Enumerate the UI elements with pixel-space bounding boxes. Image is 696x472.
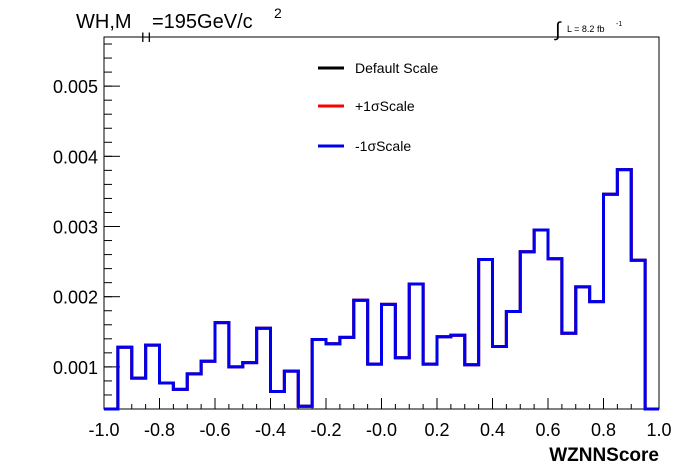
- legend-label: Default Scale: [355, 60, 438, 76]
- x-tick-label: 0.4: [480, 420, 505, 440]
- x-tick-label: 1.0: [646, 420, 671, 440]
- x-tick-label: 0.2: [424, 420, 449, 440]
- x-tick-label: -0.8: [144, 420, 175, 440]
- x-tick-label: -0.2: [310, 420, 341, 440]
- x-axis: -1.0 -0.8 -0.6 -0.4 -0.2 -0.0 0.2 0.4 0.6 0.8 1.0: [88, 398, 672, 440]
- legend-label: -1σScale: [355, 138, 411, 154]
- lumi-text: L = 8.2 fb: [567, 24, 604, 34]
- y-tick-label: 0.002: [53, 288, 98, 308]
- x-tick-label: -0.6: [199, 420, 230, 440]
- chart-title: WH,M H =195GeV/c 2: [76, 5, 282, 45]
- x-tick-label: -1.0: [88, 420, 119, 440]
- y-tick-label: 0.005: [53, 77, 98, 97]
- series-line-2: [104, 168, 659, 411]
- y-axis: 0.001 0.002 0.003 0.004 0.005: [53, 43, 120, 410]
- x-axis-label: WZNNScore: [549, 445, 659, 466]
- luminosity-label: ∫ L = 8.2 fb -1: [554, 19, 622, 41]
- x-tick-label: -0.4: [255, 420, 286, 440]
- series-layer: [104, 168, 659, 411]
- x-tick-label: -0.0: [366, 420, 397, 440]
- y-tick-label: 0.003: [53, 218, 98, 238]
- title-rest: =195GeV/c: [152, 11, 253, 33]
- y-tick-label: 0.001: [53, 358, 98, 378]
- x-tick-label: 0.6: [535, 420, 560, 440]
- lumi-superscript: -1: [616, 21, 622, 28]
- title-main: WH,M: [76, 11, 132, 33]
- legend-label: +1σScale: [355, 98, 415, 114]
- x-tick-label: 0.8: [591, 420, 616, 440]
- legend: Default Scale +1σScale -1σScale: [318, 60, 438, 154]
- y-tick-label: 0.004: [53, 147, 98, 167]
- integral-symbol: ∫: [554, 19, 562, 41]
- title-superscript: 2: [274, 5, 282, 21]
